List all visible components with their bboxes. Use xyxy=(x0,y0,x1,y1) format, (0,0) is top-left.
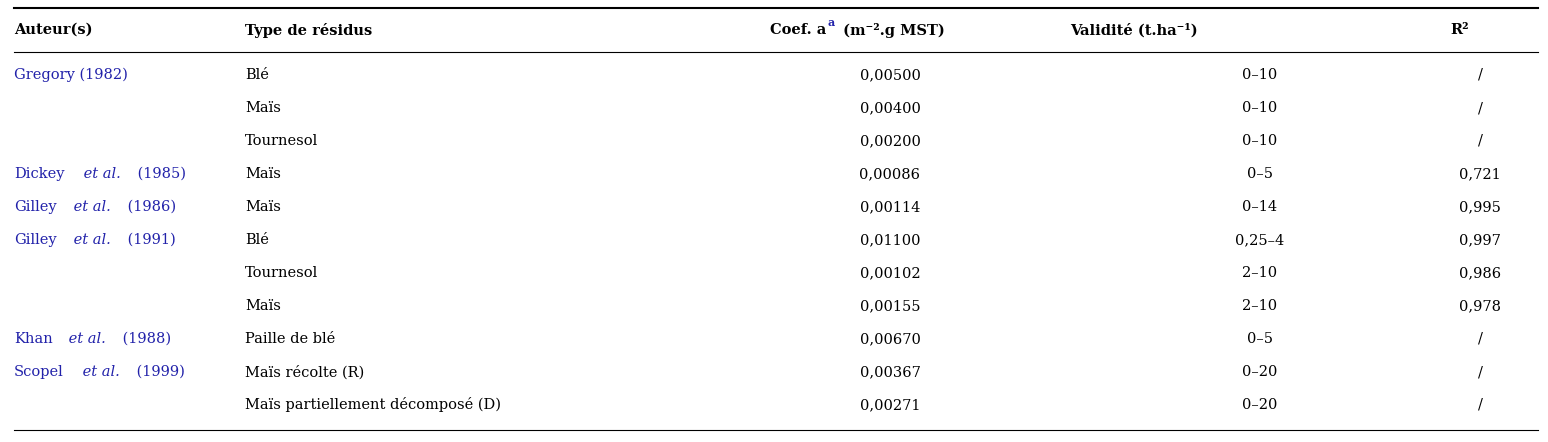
Text: 0,00271: 0,00271 xyxy=(859,398,920,412)
Text: /: / xyxy=(1477,134,1483,148)
Text: Tournesol: Tournesol xyxy=(245,266,319,280)
Text: Maïs récolte (R): Maïs récolte (R) xyxy=(245,365,364,379)
Text: Maïs: Maïs xyxy=(245,101,280,115)
Text: et al.: et al. xyxy=(63,332,105,346)
Text: 0,00155: 0,00155 xyxy=(859,299,920,313)
Text: Coef. a: Coef. a xyxy=(769,23,827,37)
Text: 0–10: 0–10 xyxy=(1243,134,1277,148)
Text: Khan: Khan xyxy=(14,332,53,346)
Text: 0–20: 0–20 xyxy=(1243,365,1277,379)
Text: /: / xyxy=(1477,332,1483,346)
Text: 0,00400: 0,00400 xyxy=(859,101,921,115)
Text: 0,995: 0,995 xyxy=(1460,200,1502,214)
Text: 0–5: 0–5 xyxy=(1248,332,1272,346)
Text: (1991): (1991) xyxy=(122,233,175,247)
Text: Paille de blé: Paille de blé xyxy=(245,332,336,346)
Text: Dickey: Dickey xyxy=(14,167,65,181)
Text: (1988): (1988) xyxy=(118,332,170,346)
Text: Maïs: Maïs xyxy=(245,167,280,181)
Text: Blé: Blé xyxy=(245,233,269,247)
Text: et al.: et al. xyxy=(70,233,111,247)
Text: R²: R² xyxy=(1450,23,1469,37)
Text: 0–10: 0–10 xyxy=(1243,68,1277,82)
Text: Scopel: Scopel xyxy=(14,365,63,379)
Text: 0,721: 0,721 xyxy=(1460,167,1502,181)
Text: 0,00114: 0,00114 xyxy=(859,200,920,214)
Text: 0–10: 0–10 xyxy=(1243,101,1277,115)
Text: Type de résidus: Type de résidus xyxy=(245,23,372,38)
Text: Gilley: Gilley xyxy=(14,200,57,214)
Text: Blé: Blé xyxy=(245,68,269,82)
Text: /: / xyxy=(1477,68,1483,82)
Text: 0,00200: 0,00200 xyxy=(859,134,921,148)
Text: 0–14: 0–14 xyxy=(1243,200,1277,214)
Text: Maïs: Maïs xyxy=(245,299,280,313)
Text: 0,00102: 0,00102 xyxy=(859,266,921,280)
Text: 2–10: 2–10 xyxy=(1243,266,1277,280)
Text: 0,997: 0,997 xyxy=(1460,233,1502,247)
Text: /: / xyxy=(1477,365,1483,379)
Text: et al.: et al. xyxy=(79,167,121,181)
Text: 0,986: 0,986 xyxy=(1458,266,1502,280)
Text: (1985): (1985) xyxy=(133,167,186,181)
Text: 0–5: 0–5 xyxy=(1248,167,1272,181)
Text: a: a xyxy=(827,18,834,28)
Text: 0,00086: 0,00086 xyxy=(859,167,921,181)
Text: Maïs partiellement décomposé (D): Maïs partiellement décomposé (D) xyxy=(245,397,502,412)
Text: 2–10: 2–10 xyxy=(1243,299,1277,313)
Text: et al.: et al. xyxy=(70,200,111,214)
Text: 0,00500: 0,00500 xyxy=(859,68,921,82)
Text: (m⁻².g MST): (m⁻².g MST) xyxy=(837,23,944,38)
Text: 0,01100: 0,01100 xyxy=(859,233,920,247)
Text: Validité (t.ha⁻¹): Validité (t.ha⁻¹) xyxy=(1070,23,1198,37)
Text: 0,00367: 0,00367 xyxy=(859,365,921,379)
Text: (1999): (1999) xyxy=(132,365,184,379)
Text: Gilley: Gilley xyxy=(14,233,57,247)
Text: 0–20: 0–20 xyxy=(1243,398,1277,412)
Text: (1986): (1986) xyxy=(122,200,176,214)
Text: et al.: et al. xyxy=(79,365,119,379)
Text: Maïs: Maïs xyxy=(245,200,280,214)
Text: 0,25–4: 0,25–4 xyxy=(1235,233,1285,247)
Text: Gregory (1982): Gregory (1982) xyxy=(14,68,128,82)
Text: /: / xyxy=(1477,398,1483,412)
Text: 0,978: 0,978 xyxy=(1460,299,1502,313)
Text: Tournesol: Tournesol xyxy=(245,134,319,148)
Text: /: / xyxy=(1477,101,1483,115)
Text: 0,00670: 0,00670 xyxy=(859,332,921,346)
Text: Auteur(s): Auteur(s) xyxy=(14,23,93,37)
